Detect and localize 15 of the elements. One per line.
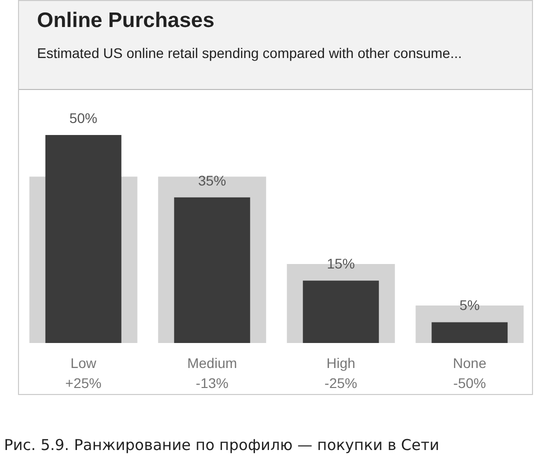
chart-subtitle: Estimated US online retail spending compared with other consume...	[37, 45, 462, 61]
data-label: 15%	[326, 256, 355, 272]
x-tick-label: High -25%	[324, 355, 358, 391]
data-label: 35%	[198, 172, 226, 188]
bar	[302, 280, 379, 343]
bar	[174, 197, 250, 343]
text: Рис. 5.9. Ранжирование по профилю — покупки в Сети	[4, 436, 440, 454]
x-tick-label: Medium -13%	[187, 355, 238, 391]
data-label: 50%	[69, 110, 98, 126]
x-tick-label: Low +25%	[65, 355, 102, 391]
bar	[45, 135, 122, 343]
bar	[432, 322, 508, 343]
data-label: 5%	[460, 297, 480, 314]
chart-title: Online Purchases	[37, 9, 214, 33]
x-tick-label: None -50%	[452, 355, 487, 391]
